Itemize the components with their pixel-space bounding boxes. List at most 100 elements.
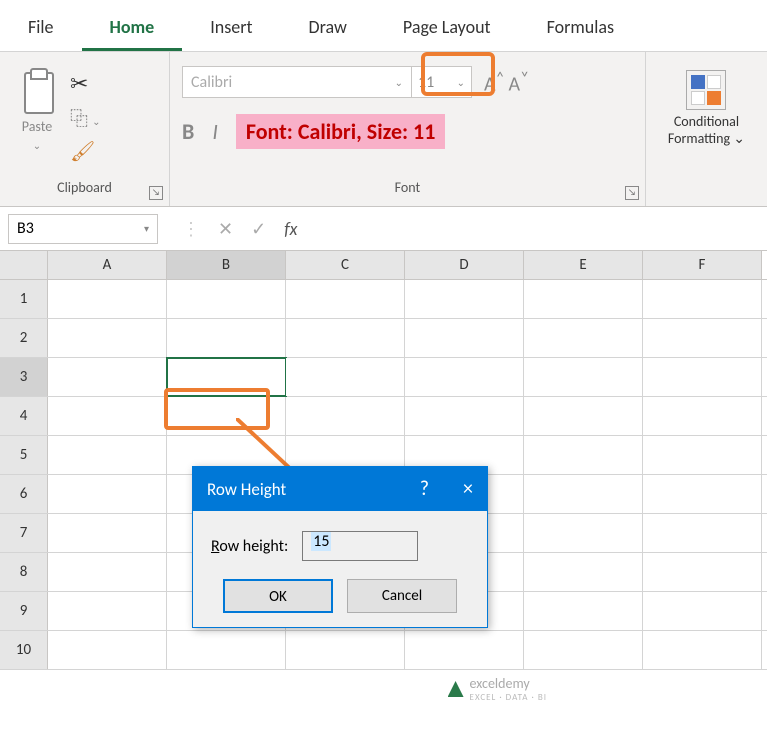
format-painter-icon[interactable]: 🖌: [70, 139, 100, 164]
close-icon[interactable]: ×: [463, 477, 473, 501]
cell[interactable]: [286, 280, 405, 318]
watermark: exceldemy EXCEL · DATA · BI: [448, 675, 547, 703]
col-header-b[interactable]: B: [167, 251, 286, 279]
clipboard-group: Paste ⌄ ✂ ⿻ ⌄ 🖌 Clipboard ↘: [0, 52, 170, 206]
tab-file[interactable]: File: [0, 8, 82, 51]
help-icon[interactable]: ?: [420, 477, 429, 501]
tab-home[interactable]: Home: [82, 8, 183, 51]
cell-b3[interactable]: [167, 358, 286, 396]
tab-draw[interactable]: Draw: [281, 8, 375, 51]
clipboard-icon: [18, 68, 56, 114]
row-header-2[interactable]: 2: [0, 319, 48, 357]
cell[interactable]: [643, 553, 762, 591]
cancel-button[interactable]: Cancel: [347, 579, 457, 613]
cell[interactable]: [643, 358, 762, 396]
cell[interactable]: [167, 280, 286, 318]
enter-icon[interactable]: ✓: [251, 218, 266, 240]
row-header-10[interactable]: 10: [0, 631, 48, 669]
row-header-9[interactable]: 9: [0, 592, 48, 630]
row-header-6[interactable]: 6: [0, 475, 48, 513]
cell[interactable]: [643, 280, 762, 318]
cell[interactable]: [643, 397, 762, 435]
cell[interactable]: [167, 631, 286, 669]
cell[interactable]: [48, 553, 167, 591]
cell[interactable]: [48, 475, 167, 513]
cell[interactable]: [167, 397, 286, 435]
dialog-titlebar[interactable]: Row Height ? ×: [193, 467, 487, 511]
cell[interactable]: [286, 319, 405, 357]
font-size-dropdown[interactable]: 11 ⌄: [412, 66, 472, 98]
cut-icon[interactable]: ✂: [70, 70, 100, 97]
cell[interactable]: [286, 358, 405, 396]
cell[interactable]: [405, 397, 524, 435]
name-box-value: B3: [17, 219, 34, 238]
ok-button[interactable]: OK: [223, 579, 333, 613]
tab-formulas[interactable]: Formulas: [519, 8, 642, 51]
clipboard-launcher[interactable]: ↘: [149, 186, 163, 200]
shrink-font-icon[interactable]: A˅: [509, 68, 530, 97]
conditional-formatting-button[interactable]: Conditional Formatting ⌄: [658, 66, 755, 152]
row-header-7[interactable]: 7: [0, 514, 48, 552]
cell[interactable]: [643, 514, 762, 552]
copy-icon[interactable]: ⿻ ⌄: [70, 105, 100, 131]
col-header-a[interactable]: A: [48, 251, 167, 279]
ribbon-tabs: File Home Insert Draw Page Layout Formul…: [0, 0, 767, 52]
tab-page-layout[interactable]: Page Layout: [375, 8, 519, 51]
cell[interactable]: [48, 280, 167, 318]
cell[interactable]: [405, 280, 524, 318]
cell[interactable]: [405, 631, 524, 669]
cell[interactable]: [405, 319, 524, 357]
grow-font-icon[interactable]: A˄: [484, 68, 505, 97]
cond-label-2: Formatting ⌄: [668, 131, 745, 148]
col-header-c[interactable]: C: [286, 251, 405, 279]
cell[interactable]: [643, 475, 762, 513]
col-header-d[interactable]: D: [405, 251, 524, 279]
cell[interactable]: [48, 631, 167, 669]
cancel-icon[interactable]: ✕: [218, 218, 233, 240]
col-header-e[interactable]: E: [524, 251, 643, 279]
row-header-1[interactable]: 1: [0, 280, 48, 318]
row-header-8[interactable]: 8: [0, 553, 48, 591]
bold-button[interactable]: B: [182, 118, 194, 145]
cell[interactable]: [524, 475, 643, 513]
divider: ⋮: [182, 218, 200, 240]
cell[interactable]: [167, 319, 286, 357]
cell[interactable]: [286, 397, 405, 435]
cell[interactable]: [524, 436, 643, 474]
col-header-f[interactable]: F: [643, 251, 762, 279]
row-header-3[interactable]: 3: [0, 358, 48, 396]
cell[interactable]: [48, 397, 167, 435]
cell[interactable]: [643, 319, 762, 357]
cell[interactable]: [524, 358, 643, 396]
cell[interactable]: [524, 280, 643, 318]
fx-icon[interactable]: fx: [284, 218, 297, 240]
paste-button[interactable]: Paste ⌄: [12, 66, 62, 154]
row-header-4[interactable]: 4: [0, 397, 48, 435]
cell[interactable]: [524, 592, 643, 630]
clipboard-group-label: Clipboard: [12, 175, 157, 200]
cell[interactable]: [524, 631, 643, 669]
cell[interactable]: [48, 514, 167, 552]
cell[interactable]: [643, 436, 762, 474]
font-name-dropdown[interactable]: Calibri ⌄: [182, 66, 412, 98]
cell[interactable]: [48, 319, 167, 357]
cell[interactable]: [48, 592, 167, 630]
cell[interactable]: [643, 592, 762, 630]
cell[interactable]: [643, 631, 762, 669]
cell[interactable]: [524, 514, 643, 552]
select-all-corner[interactable]: [0, 251, 48, 279]
cell[interactable]: [405, 358, 524, 396]
italic-button[interactable]: I: [212, 118, 218, 145]
cell[interactable]: [286, 631, 405, 669]
cell[interactable]: [524, 319, 643, 357]
cell[interactable]: [524, 397, 643, 435]
styles-group: Conditional Formatting ⌄: [646, 52, 767, 206]
row-height-input[interactable]: 15: [302, 531, 418, 561]
cell[interactable]: [524, 553, 643, 591]
cell[interactable]: [48, 436, 167, 474]
font-launcher[interactable]: ↘: [625, 186, 639, 200]
tab-insert[interactable]: Insert: [182, 8, 280, 51]
cell[interactable]: [48, 358, 167, 396]
name-box[interactable]: B3 ▾: [8, 214, 158, 244]
row-header-5[interactable]: 5: [0, 436, 48, 474]
